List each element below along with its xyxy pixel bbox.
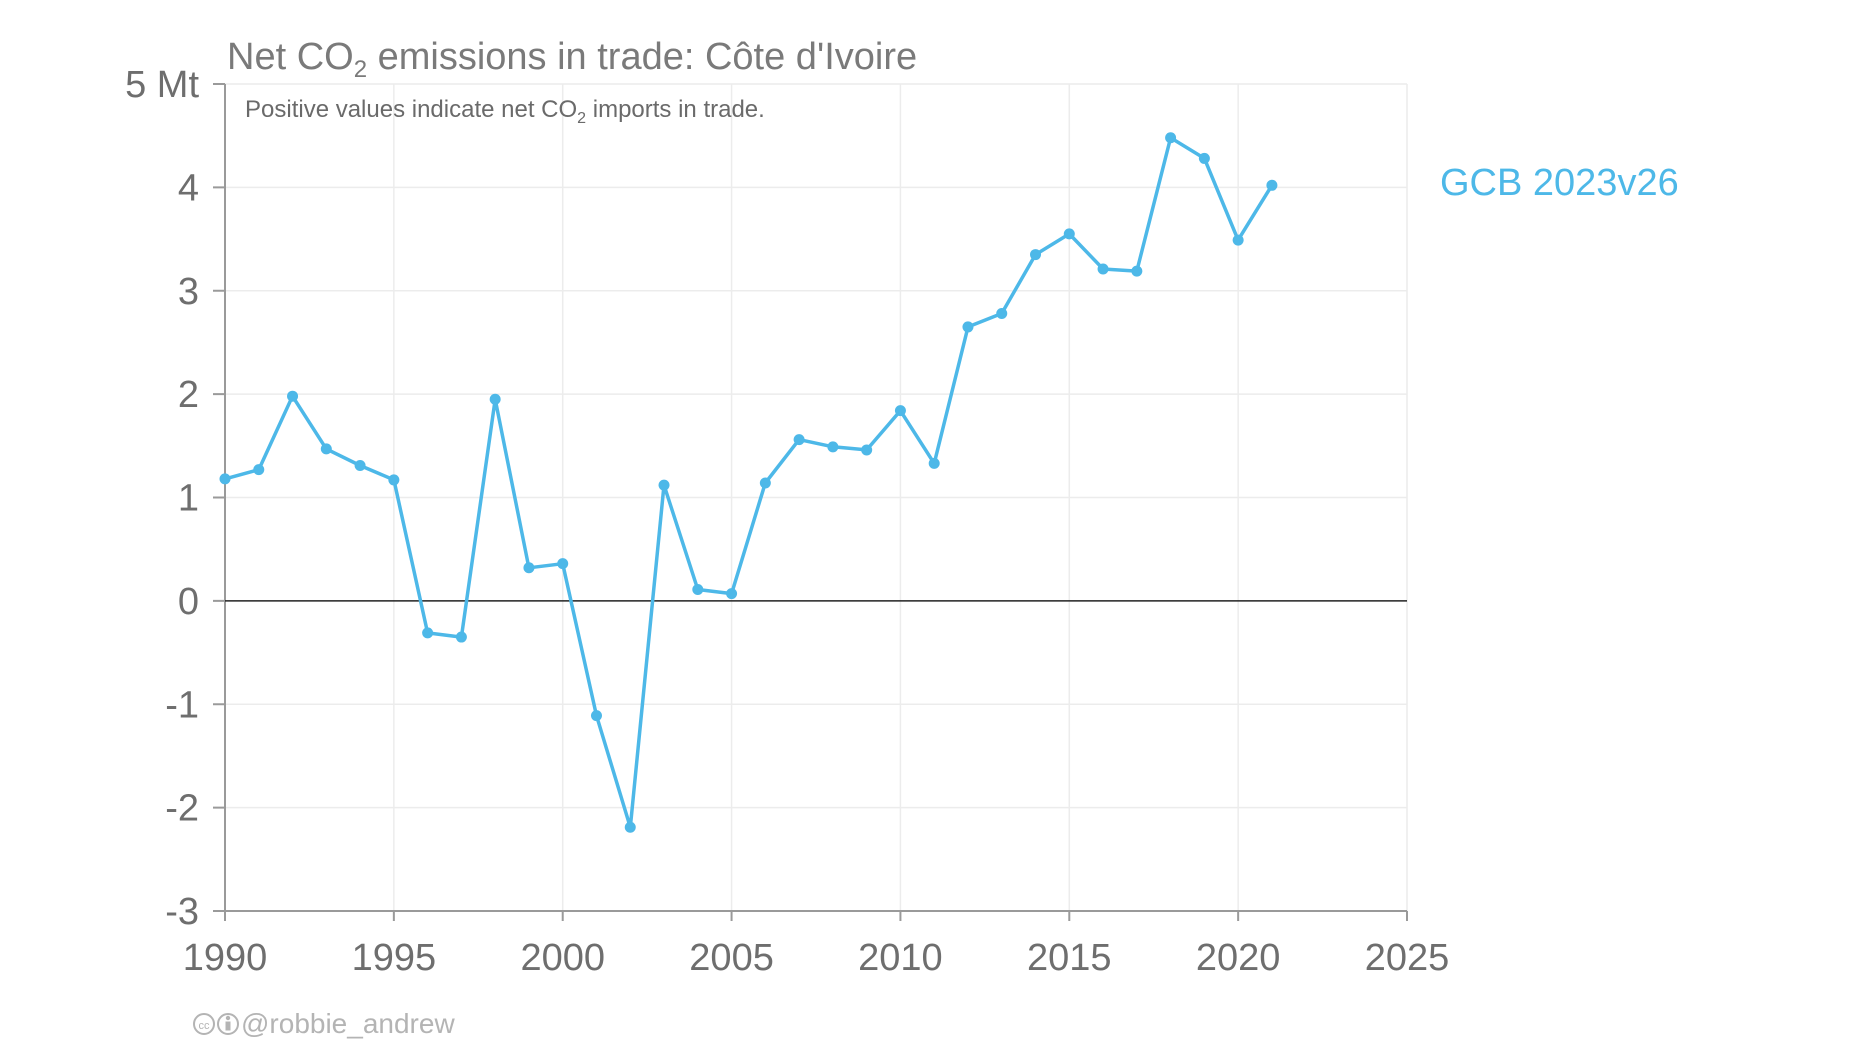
- data-point: [962, 321, 974, 333]
- data-point: [354, 459, 366, 471]
- svg-text:cc: cc: [199, 1020, 211, 1032]
- data-point: [1232, 234, 1244, 246]
- data-point: [1030, 249, 1042, 261]
- credit-handle: @robbie_andrew: [241, 1008, 455, 1039]
- data-point: [1266, 179, 1278, 191]
- series-label: GCB 2023v26: [1440, 162, 1679, 204]
- data-point: [658, 479, 670, 491]
- data-point: [557, 558, 569, 570]
- y-tick-label: 1: [178, 478, 199, 520]
- data-point: [861, 444, 873, 456]
- data-point: [287, 390, 299, 402]
- data-point: [793, 434, 805, 446]
- data-point: [1131, 265, 1143, 277]
- data-point: [759, 477, 771, 489]
- credit: cc @robbie_andrew: [193, 1008, 455, 1039]
- x-tick-label: 1990: [183, 937, 268, 979]
- data-point: [590, 710, 602, 722]
- y-tick-label: -3: [165, 891, 199, 933]
- y-tick-label: 5 Mt: [125, 64, 199, 106]
- y-tick-label: 2: [178, 374, 199, 416]
- data-point: [422, 627, 434, 639]
- y-tick-label: 3: [178, 271, 199, 313]
- data-point: [624, 821, 636, 833]
- data-point: [928, 457, 940, 469]
- chart-subtitle: Positive values indicate net CO2 imports…: [245, 96, 765, 127]
- data-point: [523, 562, 535, 574]
- data-point: [489, 393, 501, 405]
- series-layer: [219, 132, 1278, 833]
- y-tick-label: 0: [178, 581, 199, 623]
- attribution-icon: [217, 1013, 239, 1035]
- data-point: [894, 405, 906, 417]
- y-tick-label: 4: [178, 167, 199, 209]
- x-tick-label: 2025: [1365, 937, 1450, 979]
- cc-icon: cc: [193, 1013, 215, 1035]
- data-point: [455, 631, 467, 643]
- x-tick-label: 2010: [858, 937, 943, 979]
- x-tick-label: 2005: [689, 937, 774, 979]
- series-line: [223, 136, 1274, 830]
- x-tick-label: 1995: [352, 937, 437, 979]
- data-point: [996, 307, 1008, 319]
- data-point: [253, 464, 265, 476]
- axes: [213, 83, 1408, 921]
- y-tick-label: -2: [165, 788, 199, 830]
- data-point: [726, 588, 738, 600]
- x-tick-label: 2015: [1027, 937, 1112, 979]
- data-point: [1097, 263, 1109, 275]
- data-point: [1063, 228, 1075, 240]
- data-point: [1165, 132, 1177, 144]
- x-tick-label: 2000: [520, 937, 605, 979]
- data-point: [388, 474, 400, 486]
- x-tick-label: 2020: [1196, 937, 1281, 979]
- data-point: [1198, 152, 1210, 164]
- grid: [225, 83, 1408, 912]
- tick-labels: -3 -2 -1 0 1 2 3 4 5 Mt 1990 1995 2000 2005 2010 2015 2…: [125, 64, 1449, 979]
- chart-title: Net CO2 emissions in trade: Côte d'Ivoir…: [227, 36, 917, 83]
- data-point: [692, 584, 704, 596]
- data-point: [827, 441, 839, 453]
- data-point: [320, 443, 332, 455]
- data-point: [219, 473, 231, 485]
- y-tick-label: -1: [165, 684, 199, 726]
